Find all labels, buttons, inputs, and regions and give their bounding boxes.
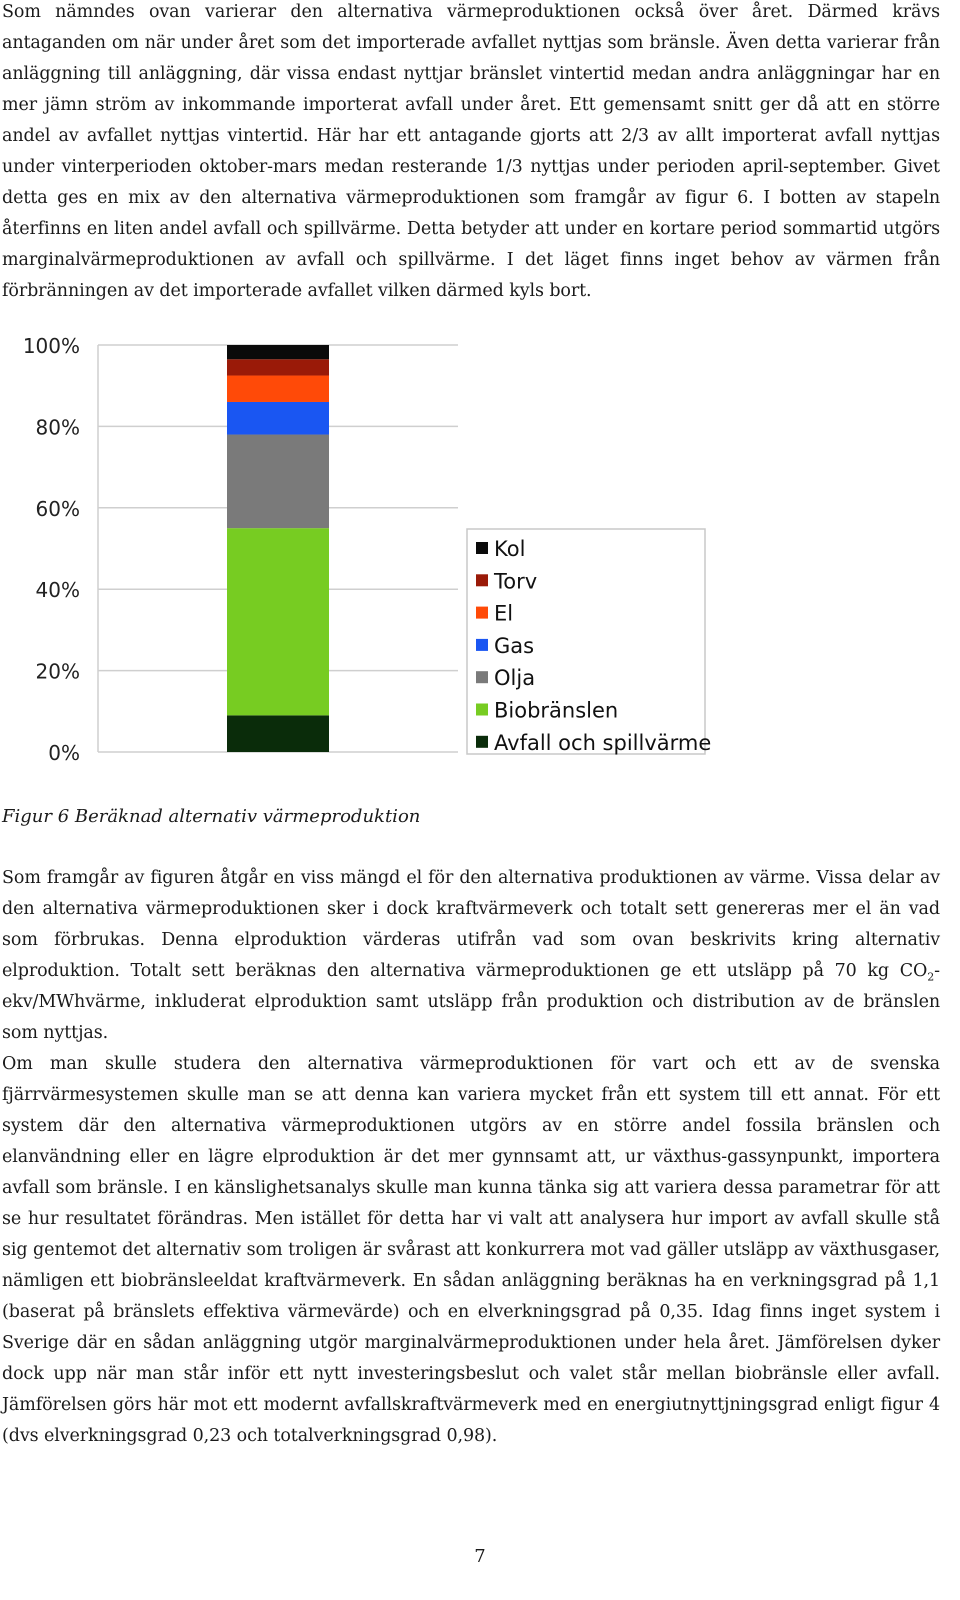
legend-label: Torv bbox=[493, 569, 537, 593]
subscript-2: 2 bbox=[927, 970, 935, 984]
legend-label: Gas bbox=[494, 634, 534, 658]
bar-segment-el bbox=[227, 375, 329, 402]
legend-label: Biobränslen bbox=[494, 699, 618, 723]
bar-segment-avfall-och-spillvärme bbox=[227, 715, 329, 752]
legend-swatch bbox=[476, 735, 488, 748]
bar-stack bbox=[227, 345, 329, 752]
legend-swatch bbox=[476, 542, 488, 554]
body-paragraph-3: Om man skulle studera den alternativa vä… bbox=[2, 1054, 940, 1446]
legend-label: Kol bbox=[494, 537, 525, 561]
bar-segment-kol bbox=[227, 345, 329, 360]
paragraph-2-text-end: -ekv/MWhvärme, inkluderat elproduktion s… bbox=[2, 961, 940, 1043]
bar-segment-torv bbox=[227, 359, 329, 376]
y-tick-label: 60% bbox=[36, 497, 80, 521]
legend-label: El bbox=[494, 602, 513, 626]
y-tick-label: 20% bbox=[36, 660, 80, 684]
stacked-bar-chart: 0% 20% 40% 60% 80% 100% Kol Torv El Gas Olja Biobr… bbox=[23, 334, 711, 765]
y-axis-tick-labels: 0% 20% 40% 60% 80% 100% bbox=[23, 334, 80, 765]
legend-label: Olja bbox=[494, 666, 535, 690]
y-tick-label: 0% bbox=[48, 741, 80, 765]
legend-swatch bbox=[476, 638, 488, 651]
y-tick-label: 80% bbox=[36, 415, 80, 439]
page-number: 7 bbox=[474, 1546, 486, 1567]
figure-caption: Figur 6 Beräknad alternativ värmeprodukt… bbox=[2, 806, 421, 827]
legend-swatch bbox=[476, 606, 488, 619]
legend-swatch bbox=[476, 671, 488, 684]
y-tick-label: 40% bbox=[36, 578, 80, 602]
bar-segment-olja bbox=[227, 434, 329, 529]
paragraph-2-text: Som framgår av figuren åtgår en viss män… bbox=[2, 868, 940, 981]
legend-swatch bbox=[476, 574, 488, 587]
bar-segment-gas bbox=[227, 401, 329, 435]
legend-label: Avfall och spillvärme bbox=[494, 731, 711, 755]
y-tick-label: 100% bbox=[23, 334, 80, 358]
body-paragraph-2: Som framgår av figuren åtgår en viss män… bbox=[2, 863, 940, 1049]
legend-box bbox=[466, 528, 706, 755]
bar-segment-biobränslen bbox=[227, 528, 329, 716]
legend-swatch bbox=[476, 703, 488, 716]
body-paragraph-1: Som nämndes ovan varierar den alternativ… bbox=[2, 2, 940, 301]
legend: Kol Torv El Gas Olja Biobränslen Avfall och sp… bbox=[466, 528, 711, 755]
